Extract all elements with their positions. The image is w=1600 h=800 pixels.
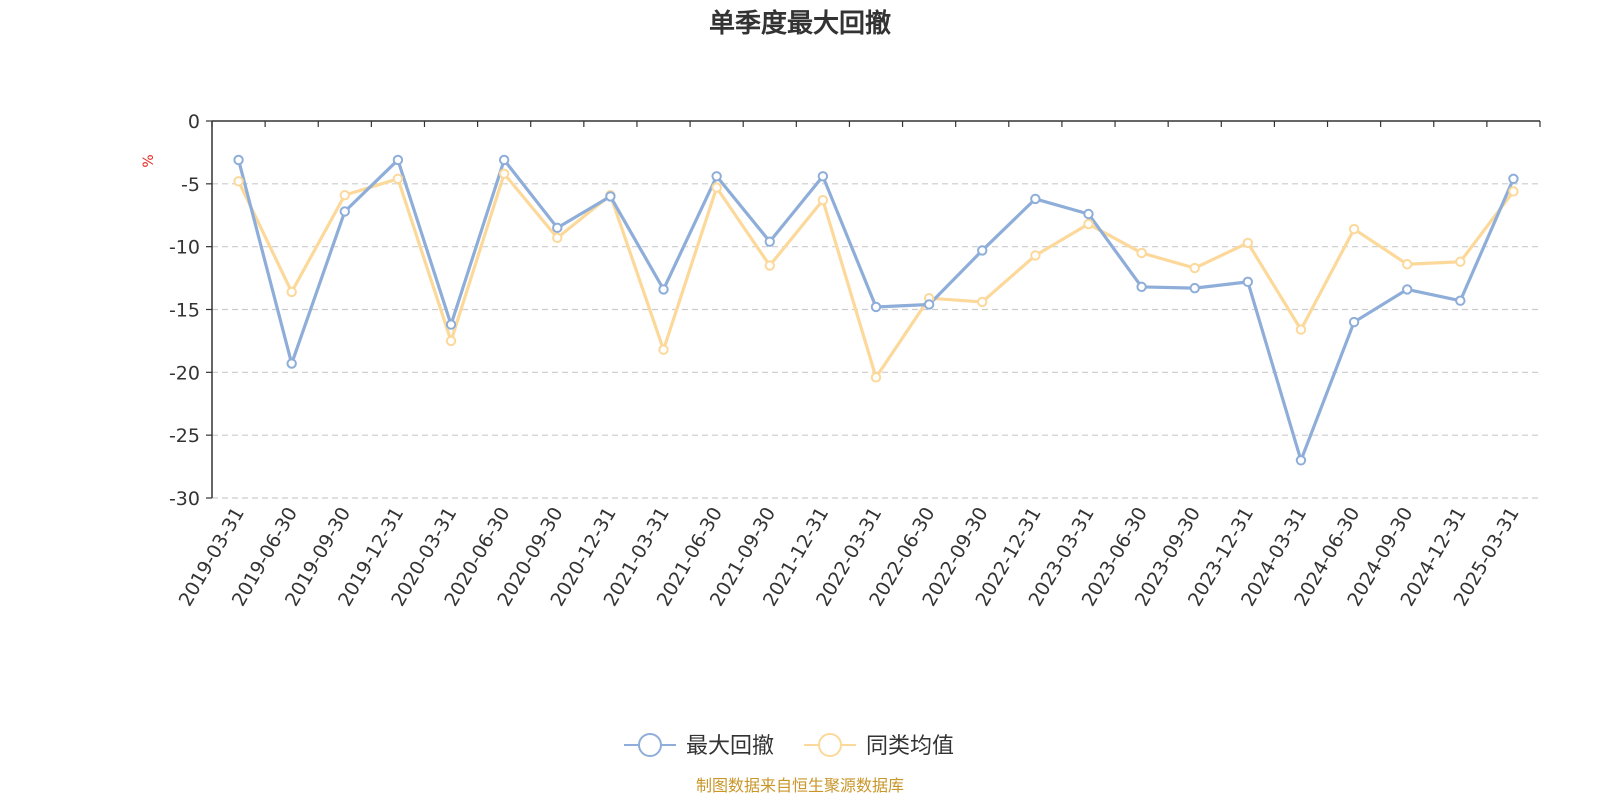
data-point[interactable] (1295, 455, 1307, 466)
data-point[interactable] (552, 232, 563, 244)
legend-circle-icon (818, 733, 842, 757)
y-tick-label: -30 (169, 488, 200, 510)
series-layer (233, 154, 1519, 466)
data-point[interactable] (870, 372, 882, 383)
data-point[interactable] (339, 206, 350, 217)
data-point[interactable] (1348, 316, 1360, 328)
data-point[interactable] (1242, 237, 1254, 249)
data-point[interactable] (764, 236, 775, 247)
series-line-peer-average (237, 172, 1515, 379)
data-point[interactable] (1136, 281, 1147, 293)
data-point[interactable] (977, 296, 988, 308)
legend-item-peer-average[interactable]: 同类均值 (804, 733, 954, 759)
y-axis-unit: % (141, 154, 157, 167)
data-point[interactable] (1455, 256, 1466, 267)
data-point[interactable] (445, 319, 457, 330)
data-point[interactable] (923, 299, 935, 310)
data-point[interactable] (1189, 282, 1200, 294)
data-point[interactable] (1295, 324, 1307, 335)
legend[interactable]: 最大回撤 同类均值 (624, 733, 954, 759)
data-point[interactable] (605, 191, 616, 202)
data-point[interactable] (498, 154, 510, 166)
data-point[interactable] (711, 182, 722, 193)
y-tick-label: 0 (188, 111, 200, 133)
y-axis-ticks: 0 -5 -10 -15 -20 -25 -30 (169, 111, 212, 510)
data-point[interactable] (1242, 276, 1254, 288)
data-point[interactable] (711, 171, 722, 182)
y-tick-label: -10 (169, 237, 200, 259)
data-point[interactable] (339, 189, 350, 201)
data-point[interactable] (977, 245, 988, 256)
data-point[interactable] (1030, 250, 1041, 261)
y-tick-label: -25 (169, 425, 200, 447)
data-point[interactable] (1030, 193, 1041, 205)
data-point[interactable] (1508, 186, 1519, 197)
data-point[interactable] (286, 358, 297, 369)
data-point[interactable] (392, 173, 404, 185)
data-point[interactable] (498, 168, 510, 179)
data-point[interactable] (1083, 208, 1094, 220)
data-point[interactable] (1455, 295, 1466, 306)
x-axis-ticks: 2019-03-312019-06-302019-09-302019-12-31… (175, 121, 1541, 610)
data-point[interactable] (445, 335, 457, 347)
y-tick-label: -15 (169, 300, 200, 322)
chart-title: 单季度最大回撤 (709, 8, 891, 39)
data-point[interactable] (817, 194, 829, 206)
data-point[interactable] (870, 301, 882, 313)
legend-item-max-drawdown[interactable]: 最大回撤 (624, 733, 774, 759)
data-point[interactable] (552, 222, 563, 234)
data-point[interactable] (817, 171, 829, 182)
legend-label: 同类均值 (866, 734, 954, 759)
data-point[interactable] (233, 176, 244, 187)
grid-lines (212, 183, 1540, 499)
data-point[interactable] (392, 154, 404, 166)
data-point[interactable] (658, 284, 669, 295)
data-point[interactable] (658, 344, 669, 355)
data-point[interactable] (1348, 223, 1360, 235)
data-point[interactable] (1189, 262, 1200, 274)
data-point[interactable] (1083, 218, 1094, 230)
data-point[interactable] (1508, 173, 1519, 185)
y-tick-label: -20 (169, 362, 200, 384)
data-point[interactable] (1136, 247, 1147, 259)
data-point[interactable] (233, 154, 244, 166)
data-point[interactable] (286, 286, 297, 298)
data-point[interactable] (1402, 284, 1413, 295)
y-tick-label: -5 (181, 174, 200, 196)
data-point[interactable] (764, 260, 775, 271)
data-source-note: 制图数据来自恒生聚源数据库 (696, 776, 904, 795)
legend-label: 最大回撤 (686, 734, 774, 759)
data-point[interactable] (1402, 259, 1413, 270)
legend-circle-icon (638, 733, 662, 757)
